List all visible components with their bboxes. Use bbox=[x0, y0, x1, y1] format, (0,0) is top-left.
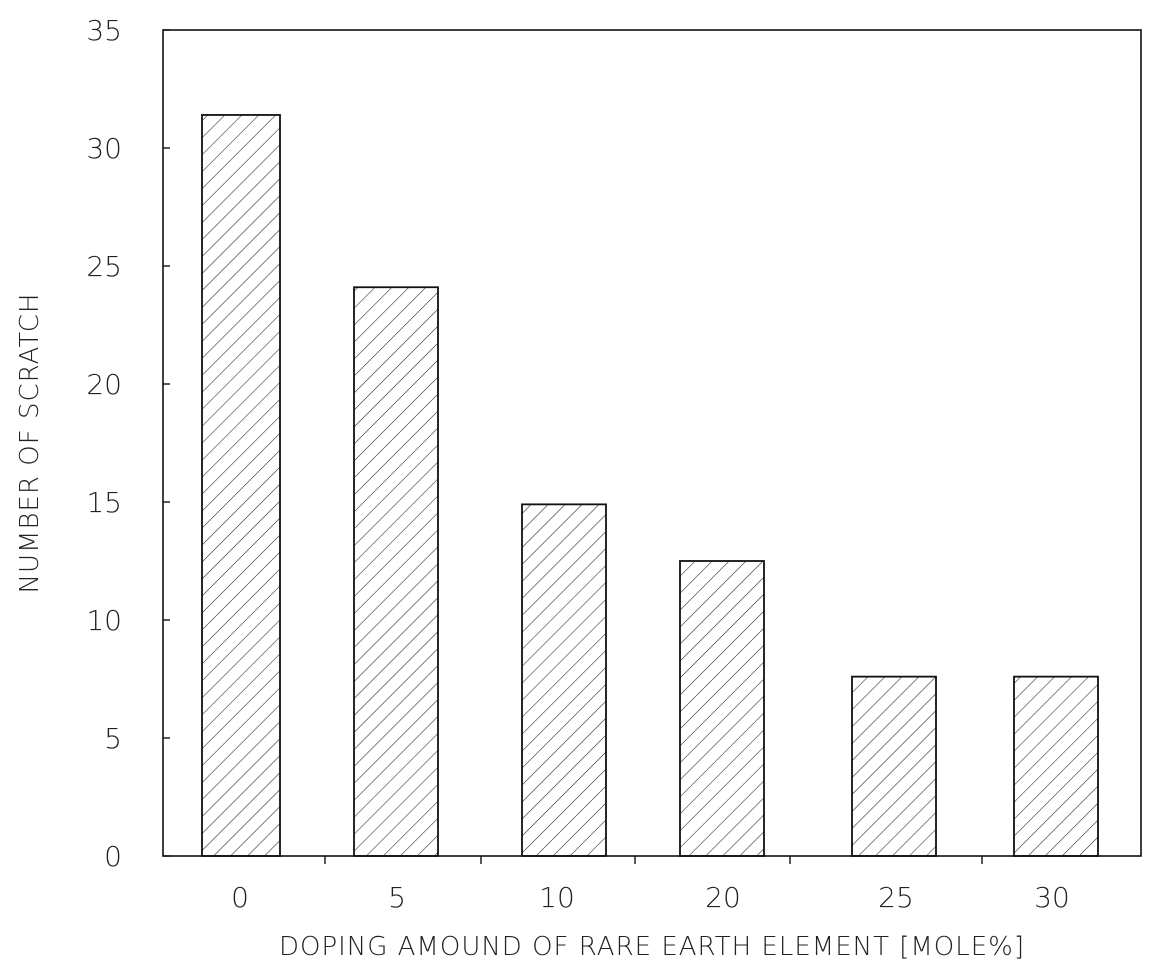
y-tick-label-30: 30 bbox=[86, 132, 122, 165]
y-axis-title: NUMBER OF SCRATCH bbox=[15, 293, 45, 594]
x-tick-label-0: 0 bbox=[231, 881, 249, 914]
x-tick-label-25: 25 bbox=[878, 881, 914, 914]
x-axis-title: DOPING AMOUND OF RARE EARTH ELEMENT [MOL… bbox=[279, 932, 1025, 962]
y-tick-label-0: 0 bbox=[104, 840, 122, 873]
bar-10 bbox=[522, 504, 606, 856]
bars-layer bbox=[202, 115, 1098, 856]
x-tick-label-20: 20 bbox=[705, 881, 741, 914]
bar-30 bbox=[1014, 677, 1098, 856]
y-tick-label-10: 10 bbox=[86, 604, 122, 637]
x-tick-label-5: 5 bbox=[388, 881, 406, 914]
y-ticks-layer: 0 5 10 15 20 25 30 35 bbox=[86, 14, 170, 873]
x-tick-label-30: 30 bbox=[1034, 881, 1070, 914]
x-tick-label-10: 10 bbox=[539, 881, 575, 914]
bar-25 bbox=[852, 677, 936, 856]
y-tick-label-20: 20 bbox=[86, 368, 122, 401]
y-tick-label-5: 5 bbox=[104, 722, 122, 755]
bar-5 bbox=[354, 287, 438, 856]
plot-frame bbox=[163, 30, 1141, 856]
y-tick-label-25: 25 bbox=[86, 250, 122, 283]
y-tick-label-35: 35 bbox=[86, 14, 122, 47]
y-tick-label-15: 15 bbox=[86, 486, 122, 519]
bar-0 bbox=[202, 115, 280, 856]
x-ticks-layer: 0 5 10 20 25 30 bbox=[231, 856, 1070, 914]
bar-20 bbox=[680, 561, 764, 856]
